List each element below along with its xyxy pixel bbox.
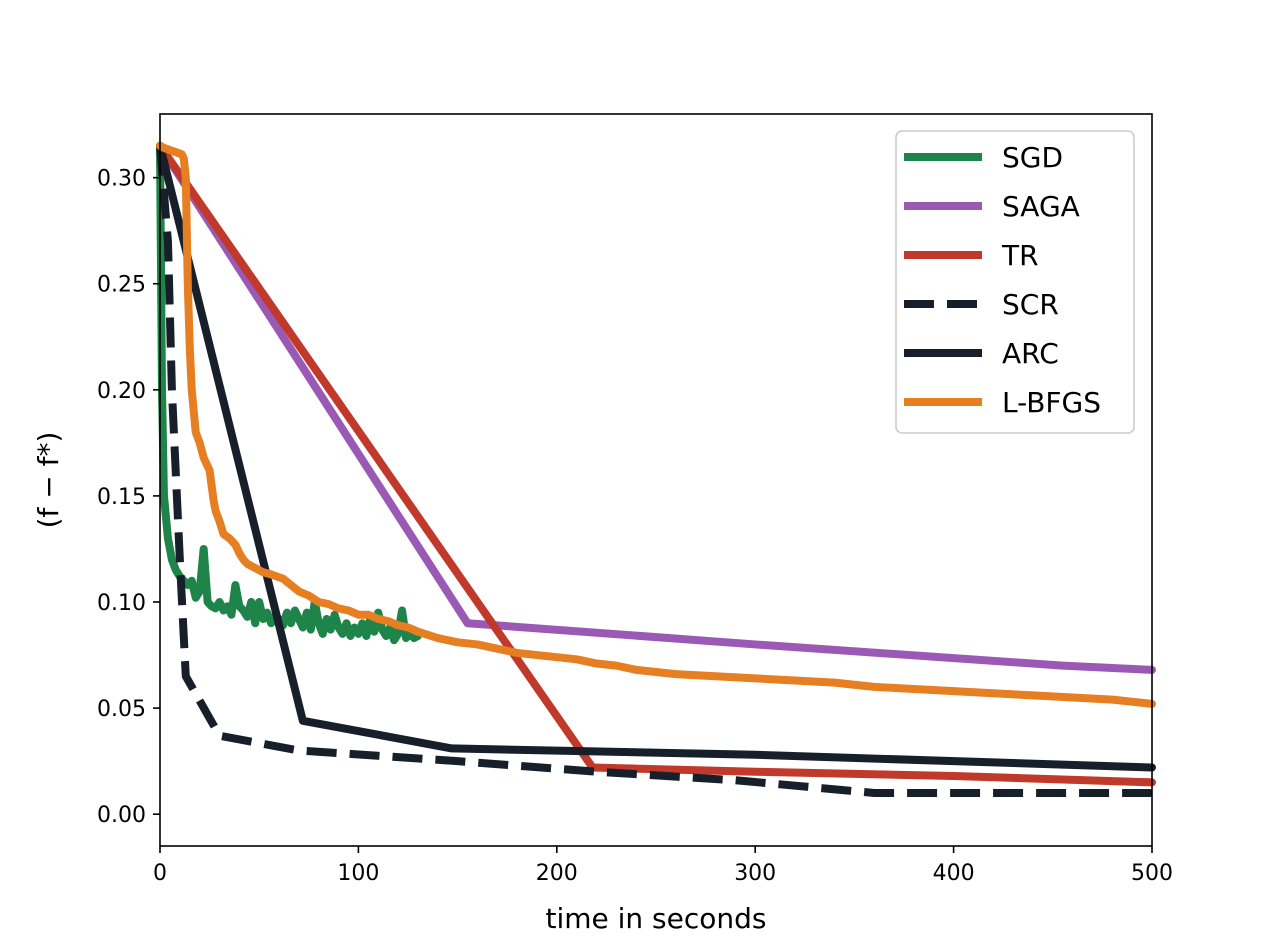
x-tick-label: 200 bbox=[536, 861, 578, 886]
series-line-saga bbox=[156, 141, 1156, 674]
x-tick-label: 400 bbox=[933, 861, 975, 886]
y-tick-label: 0.20 bbox=[97, 379, 146, 404]
legend-label-sgd: SGD bbox=[1002, 141, 1063, 174]
y-tick-label: 0.00 bbox=[97, 803, 146, 828]
legend-label-tr: TR bbox=[1001, 239, 1039, 272]
series-layer bbox=[156, 141, 1156, 797]
y-tick-label: 0.10 bbox=[97, 591, 146, 616]
x-tick-label: 300 bbox=[734, 861, 776, 886]
series-line-tr bbox=[156, 141, 1156, 787]
series-line-arc bbox=[156, 141, 1156, 772]
y-tick-label: 0.05 bbox=[97, 697, 146, 722]
series-line-scr bbox=[156, 145, 1152, 797]
y-tick-label: 0.15 bbox=[97, 485, 146, 510]
y-axis-label: (f − f*) bbox=[32, 432, 65, 529]
x-tick-label: 0 bbox=[153, 861, 167, 886]
y-tick-label: 0.25 bbox=[97, 273, 146, 298]
x-tick-label: 500 bbox=[1131, 861, 1173, 886]
y-tick-label: 0.30 bbox=[97, 167, 146, 192]
y-axis-ticks: 0.00 0.05 0.10 0.15 0.20 0.25 0.30 bbox=[97, 167, 160, 828]
x-tick-label: 100 bbox=[337, 861, 379, 886]
legend-label-saga: SAGA bbox=[1002, 190, 1080, 223]
plot-area-frame bbox=[159, 113, 1153, 847]
x-axis-label: time in seconds bbox=[545, 902, 766, 935]
legend: SGD SAGA TR SCR ARC L-BFGS bbox=[895, 130, 1135, 434]
legend-items: SGD SAGA TR SCR ARC L-BFGS bbox=[904, 141, 1101, 419]
legend-label-scr: SCR bbox=[1002, 288, 1059, 321]
series-line-l-bfgs bbox=[156, 141, 1156, 708]
legend-label-arc: ARC bbox=[1002, 337, 1059, 370]
x-axis-ticks: 0 100 200 300 400 500 bbox=[153, 846, 1173, 886]
legend-label-l-bfgs: L-BFGS bbox=[1002, 386, 1101, 419]
series-line-sgd bbox=[156, 141, 422, 645]
